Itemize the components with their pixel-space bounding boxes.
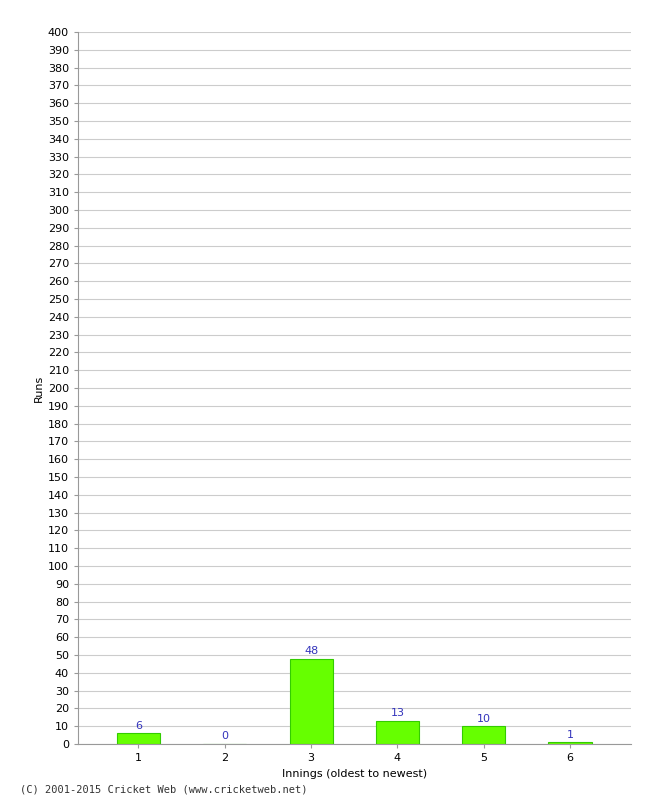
Bar <box>549 742 592 744</box>
Text: 1: 1 <box>567 730 573 739</box>
X-axis label: Innings (oldest to newest): Innings (oldest to newest) <box>281 769 427 778</box>
Bar <box>117 734 160 744</box>
Y-axis label: Runs: Runs <box>34 374 44 402</box>
Text: 6: 6 <box>135 721 142 730</box>
Text: 0: 0 <box>221 731 228 742</box>
Text: 13: 13 <box>391 708 404 718</box>
Text: 10: 10 <box>476 714 491 723</box>
Text: 48: 48 <box>304 646 318 656</box>
Bar <box>376 721 419 744</box>
Bar <box>462 726 505 744</box>
Text: (C) 2001-2015 Cricket Web (www.cricketweb.net): (C) 2001-2015 Cricket Web (www.cricketwe… <box>20 784 307 794</box>
Bar <box>289 658 333 744</box>
